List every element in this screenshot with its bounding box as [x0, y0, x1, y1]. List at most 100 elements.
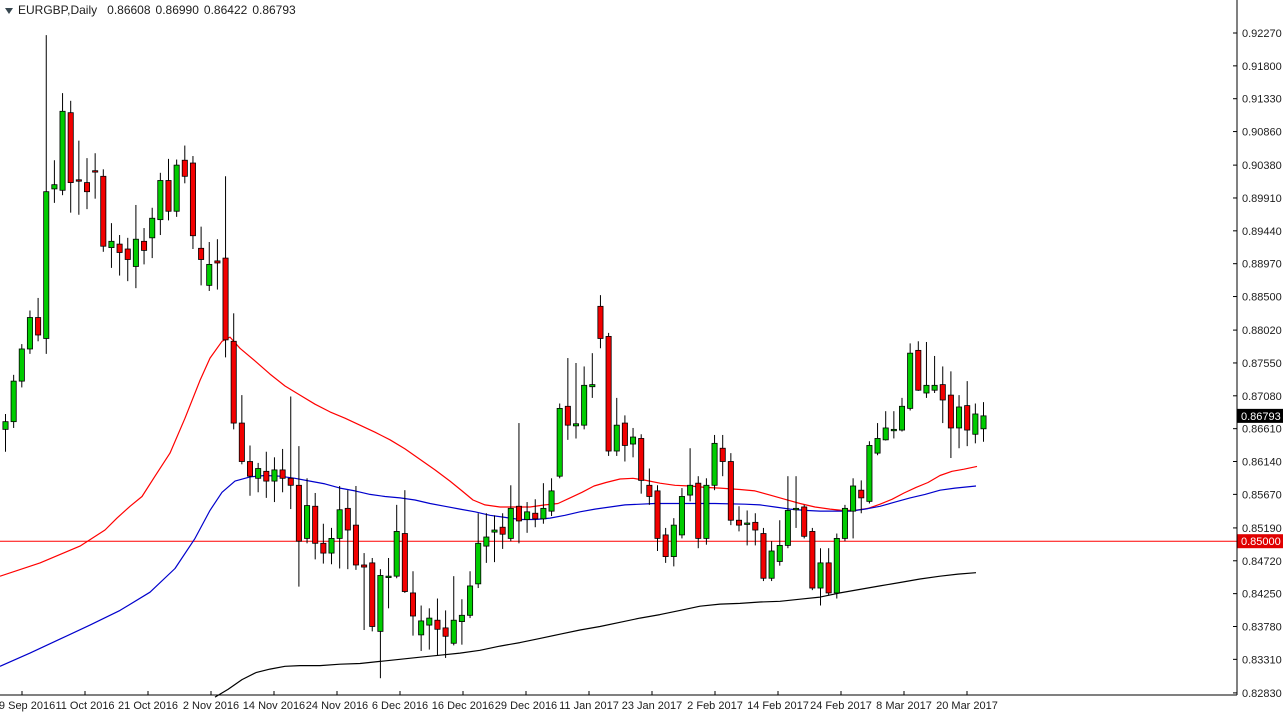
candle-body — [515, 505, 522, 522]
y-axis-label: 0.87550 — [1242, 358, 1282, 370]
candle-body — [222, 257, 229, 341]
candle-body — [524, 511, 531, 520]
candle-body — [75, 179, 82, 182]
candle-body — [678, 496, 685, 536]
candle-body — [499, 526, 506, 535]
candle-body — [141, 240, 148, 251]
candle-body — [841, 507, 848, 539]
candle-body — [744, 522, 751, 525]
candle-body — [312, 505, 319, 544]
candle-body — [736, 519, 743, 526]
x-axis-date-label: 11 Jan 2017 — [559, 700, 619, 712]
candle-body — [573, 423, 580, 427]
candle-body — [51, 184, 58, 190]
ma-blue-moving-average-line — [0, 474, 977, 667]
x-axis-date-label: 14 Nov 2016 — [243, 700, 305, 712]
candle-body — [467, 585, 474, 616]
x-axis-date-label: 21 Oct 2016 — [118, 700, 178, 712]
candle-body — [630, 436, 637, 445]
candle-body — [67, 112, 74, 183]
x-axis-date-label: 11 Oct 2016 — [55, 700, 114, 712]
candle-body — [956, 406, 963, 429]
candle-body — [947, 394, 954, 429]
candle-body — [890, 428, 897, 432]
candle-body — [181, 159, 188, 177]
candle-body — [263, 470, 270, 482]
candle-body — [931, 384, 938, 391]
candle-body — [214, 260, 221, 264]
hline-price-tag-value: 0.85000 — [1241, 536, 1281, 548]
candle-body — [157, 180, 164, 221]
candle-body — [287, 477, 294, 486]
candle-body — [328, 538, 335, 554]
candle-body — [35, 317, 42, 336]
candle-body — [654, 490, 661, 539]
x-axis-date-label: 16 Dec 2016 — [432, 700, 494, 712]
x-axis-date-label: 14 Feb 2017 — [747, 700, 809, 712]
candle-body — [336, 509, 343, 539]
y-axis-label: 0.92270 — [1242, 28, 1282, 40]
candle-body — [882, 427, 889, 441]
candle-body — [385, 575, 392, 578]
candle-body — [59, 110, 66, 191]
candle-body — [646, 484, 653, 497]
candle-body — [752, 521, 759, 531]
candle-body — [833, 538, 840, 594]
current-price-tag — [1237, 408, 1283, 423]
x-axis-date-label: 2 Nov 2016 — [183, 700, 239, 712]
y-axis-label: 0.89910 — [1242, 193, 1282, 205]
candle-body — [491, 529, 498, 533]
candle-body — [132, 238, 139, 267]
candle-body — [10, 380, 17, 423]
candle-body — [858, 489, 865, 499]
candle-body — [972, 413, 979, 435]
y-axis-label: 0.84250 — [1242, 589, 1282, 601]
candle-body — [793, 507, 800, 511]
y-axis-label: 0.91330 — [1242, 94, 1282, 106]
ohlc-close-value: 0.86793 — [252, 3, 296, 17]
candle-body — [442, 627, 449, 637]
candle-body — [401, 533, 408, 592]
candle-body — [100, 175, 107, 247]
candle-body — [344, 507, 351, 531]
candle-body — [964, 405, 971, 431]
candle-body — [361, 564, 368, 568]
candle-body — [352, 524, 359, 566]
y-axis-label: 0.83310 — [1242, 654, 1282, 666]
candle-body — [369, 562, 376, 627]
candle-body — [874, 438, 881, 454]
candle-body — [907, 352, 914, 409]
x-axis-date-label: 2 Feb 2017 — [687, 700, 743, 712]
candle-body — [377, 575, 384, 632]
candle-body — [255, 468, 262, 479]
x-axis-date-label: 8 Mar 2017 — [876, 700, 932, 712]
candle-body — [483, 536, 490, 547]
candle-body — [149, 217, 156, 239]
candle-body — [850, 485, 857, 512]
candle-body — [801, 506, 808, 537]
candle-body — [548, 490, 555, 512]
candle-body — [124, 248, 131, 260]
candle-body — [458, 614, 465, 622]
candle-body — [206, 263, 213, 286]
candle-body — [393, 531, 400, 577]
candle-body — [475, 542, 482, 585]
ma-black-moving-average-line — [214, 572, 977, 698]
candle-body — [320, 542, 327, 554]
y-axis-label: 0.89440 — [1242, 226, 1282, 238]
candle-body — [719, 447, 726, 462]
candle-body — [43, 191, 50, 339]
chart-collapse-triangle-icon[interactable] — [5, 8, 13, 14]
x-axis-date-label: 29 Sep 2016 — [0, 700, 55, 712]
y-axis-label: 0.88970 — [1242, 259, 1282, 271]
candle-body — [271, 469, 278, 482]
candle-body — [638, 438, 645, 481]
y-axis-label: 0.88020 — [1242, 325, 1282, 337]
y-axis-label: 0.84720 — [1242, 556, 1282, 568]
y-axis-label: 0.90380 — [1242, 160, 1282, 172]
candle-body — [230, 340, 237, 424]
candle-body — [980, 415, 987, 430]
candle-body — [613, 424, 620, 452]
